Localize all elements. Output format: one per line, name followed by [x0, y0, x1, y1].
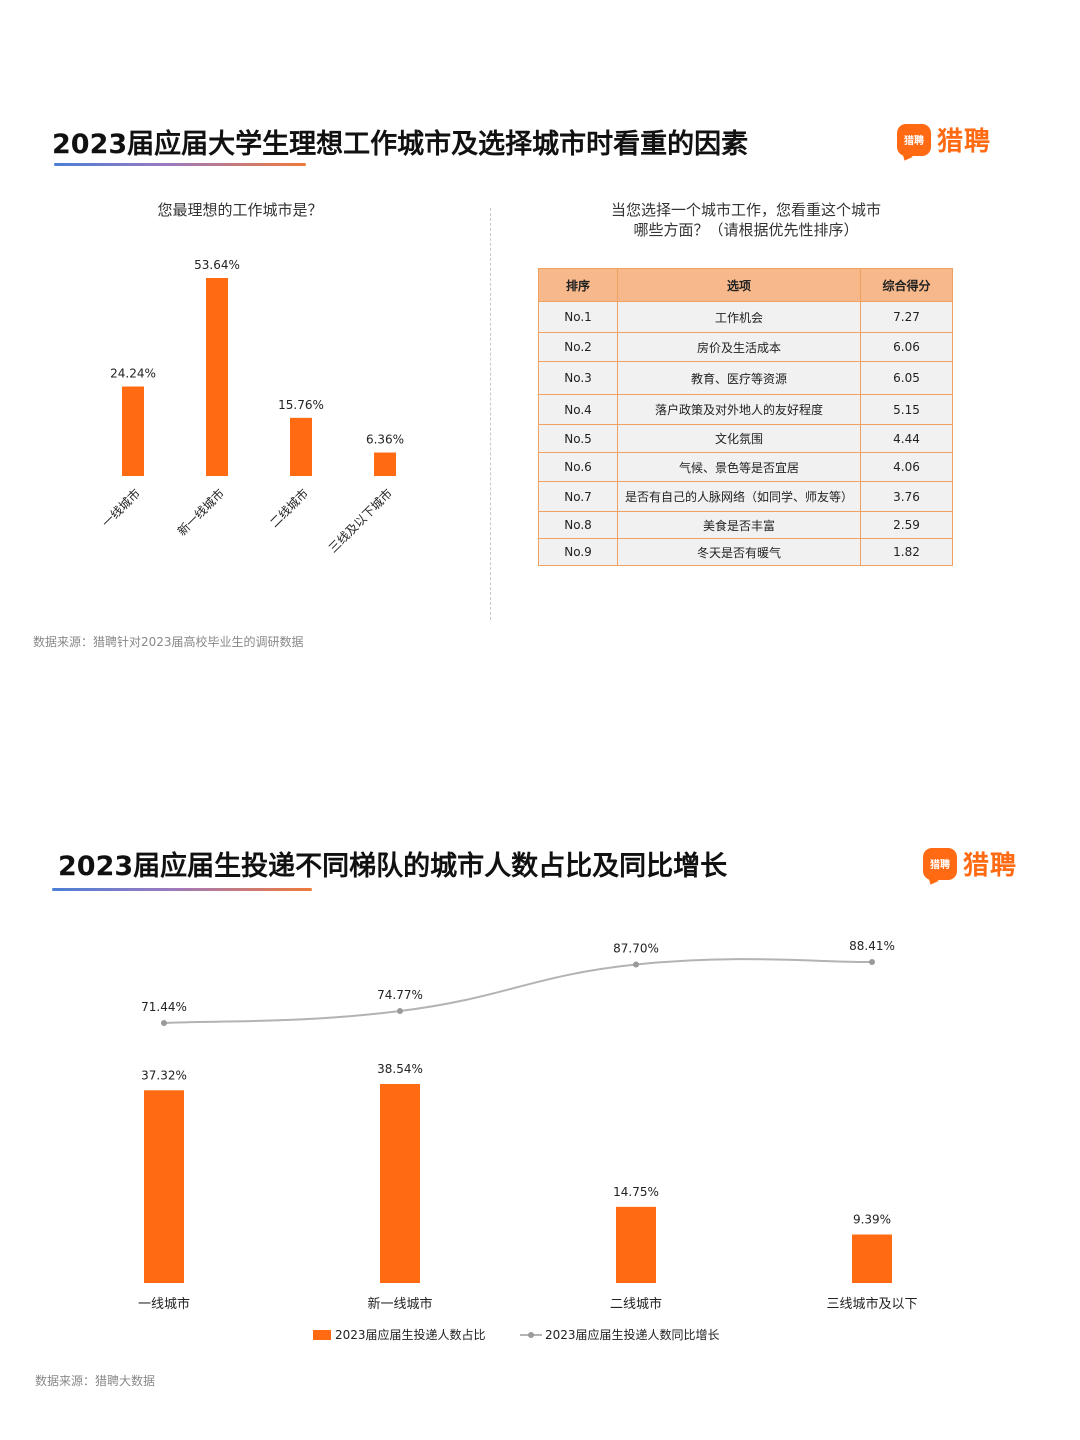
- liepin-logo-text: 猎聘: [963, 851, 1018, 881]
- ranking-table-row: No.5 文化氛围 4.44: [538, 424, 953, 453]
- section2-data-source: 数据来源：猎聘大数据: [35, 1374, 156, 1388]
- growth-point: [397, 1008, 403, 1015]
- ranking-cell-option: 文化氛围: [617, 424, 861, 453]
- ranking-cell-option: 落户政策及对外地人的友好程度: [617, 394, 861, 425]
- bar-apply-share: [852, 1234, 892, 1283]
- ranking-cell-score: 4.44: [860, 424, 953, 453]
- bar-value-label: 53.64%: [194, 258, 240, 272]
- section2-title: 2023届应届生投递不同梯队的城市人数占比及同比增长: [58, 851, 728, 882]
- growth-point: [633, 961, 639, 968]
- ranking-cell-score: 7.27: [860, 301, 953, 333]
- x-tick-label: 一线城市: [138, 1296, 190, 1312]
- section2-logo: 猎聘 猎聘: [923, 845, 1017, 882]
- ranking-table-title-line1: 当您选择一个城市工作，您看重这个城市: [610, 201, 881, 219]
- x-tick-label: 二线城市: [267, 486, 312, 531]
- bar-value-label: 9.39%: [853, 1213, 891, 1227]
- liepin-logo-icon: 猎聘: [923, 847, 957, 880]
- ideal-city-chart-title: 您最理想的工作城市是？: [157, 201, 323, 219]
- ranking-table-row: No.8 美食是否丰富 2.59: [538, 511, 953, 539]
- ranking-table-row: No.1 工作机会 7.27: [538, 301, 953, 333]
- ranking-cell-rank: No.1: [538, 301, 618, 333]
- ranking-cell-rank: No.5: [538, 424, 618, 453]
- bar-ideal-city: [290, 417, 312, 476]
- line-value-label: 71.44%: [141, 1000, 187, 1014]
- bar-ideal-city: [122, 386, 144, 476]
- section2-title-underline: [52, 888, 312, 891]
- ranking-cell-score: 5.15: [860, 394, 953, 425]
- ranking-table-row: No.2 房价及生活成本 6.06: [538, 332, 953, 362]
- section1-title-underline: [54, 163, 306, 166]
- ranking-cell-option: 是否有自己的人脉网络（如同学、师友等）: [617, 481, 861, 512]
- x-tick-label: 三线城市及以下: [826, 1296, 917, 1312]
- bar-apply-share: [144, 1090, 184, 1283]
- bar-value-label: 6.36%: [366, 433, 404, 447]
- ranking-cell-score: 6.05: [860, 361, 953, 395]
- ranking-table-title-line2: 哪些方面？（请根据优先性排序）: [633, 221, 859, 239]
- tier-city-combo-chart: 37.32% 一线城市 38.54% 新一线城市 14.75% 二线城市 9.39% 三线城市…: [138, 939, 918, 1342]
- ranking-cell-option: 美食是否丰富: [617, 511, 861, 539]
- ideal-city-bar-chart: 24.24% 一线城市 53.64% 新一线城市 15.76% 二线城市 6.36% 三线及以…: [99, 258, 404, 556]
- ranking-cell-option: 教育、医疗等资源: [617, 361, 861, 395]
- line-value-label: 88.41%: [849, 939, 895, 953]
- ranking-table-row: No.6 气候、景色等是否宜居 4.06: [538, 452, 953, 482]
- x-tick-label: 一线城市: [99, 486, 144, 531]
- liepin-logo-text: 猎聘: [937, 127, 992, 157]
- legend-line-marker: [528, 1332, 534, 1338]
- header-score: 综合得分: [860, 268, 953, 302]
- bar-value-label: 14.75%: [613, 1185, 659, 1199]
- x-tick-label: 三线及以下城市: [325, 486, 395, 556]
- ranking-table-title: 当您选择一个城市工作，您看重这个城市 哪些方面？（请根据优先性排序）: [540, 200, 952, 240]
- legend-bar-label: 2023届应届生投递人数占比: [335, 1327, 486, 1342]
- bar-value-label: 24.24%: [110, 367, 156, 381]
- line-value-label: 87.70%: [613, 942, 659, 956]
- ranking-cell-score: 3.76: [860, 481, 953, 512]
- x-tick-label: 新一线城市: [174, 486, 227, 539]
- ranking-table-row: No.9 冬天是否有暖气 1.82: [538, 538, 953, 566]
- bar-value-label: 38.54%: [377, 1062, 423, 1076]
- ranking-cell-rank: No.6: [538, 452, 618, 482]
- legend-line-label: 2023届应届生投递人数同比增长: [545, 1327, 720, 1342]
- x-tick-label: 新一线城市: [367, 1296, 432, 1312]
- section1-data-source: 数据来源：猎聘针对2023届高校毕业生的调研数据: [33, 635, 304, 649]
- bar-value-label: 15.76%: [278, 398, 324, 412]
- ranking-table-header-row: 排序 选项 综合得分: [538, 268, 953, 302]
- bar-ideal-city: [374, 452, 396, 476]
- ranking-cell-rank: No.8: [538, 511, 618, 539]
- liepin-logo-icon: 猎聘: [897, 123, 931, 156]
- ranking-cell-option: 工作机会: [617, 301, 861, 333]
- header-option: 选项: [617, 268, 861, 302]
- growth-line: [163, 958, 873, 1024]
- ranking-table: 排序 选项 综合得分 No.1 工作机会 7.27 No.2 房价及生活成本 6.06 No…: [538, 268, 953, 566]
- section1-logo: 猎聘 猎聘: [897, 121, 991, 158]
- ranking-cell-rank: No.2: [538, 332, 618, 362]
- section1-vertical-divider: [490, 208, 491, 620]
- bar-apply-share: [380, 1084, 420, 1283]
- ranking-cell-rank: No.7: [538, 481, 618, 512]
- ranking-cell-rank: No.3: [538, 361, 618, 395]
- ranking-table-row: No.7 是否有自己的人脉网络（如同学、师友等） 3.76: [538, 481, 953, 512]
- ranking-cell-option: 气候、景色等是否宜居: [617, 452, 861, 482]
- header-rank: 排序: [538, 268, 618, 302]
- bar-apply-share: [616, 1206, 656, 1283]
- bar-ideal-city: [206, 278, 228, 476]
- legend-bar-swatch: [313, 1330, 331, 1340]
- ranking-cell-rank: No.4: [538, 394, 618, 425]
- ranking-table-row: No.3 教育、医疗等资源 6.05: [538, 361, 953, 395]
- ranking-cell-score: 6.06: [860, 332, 953, 362]
- ranking-table-row: No.4 落户政策及对外地人的友好程度 5.15: [538, 394, 953, 425]
- section1-title: 2023届应届大学生理想工作城市及选择城市时看重的因素: [52, 129, 749, 160]
- ranking-cell-option: 房价及生活成本: [617, 332, 861, 362]
- growth-point: [161, 1020, 167, 1026]
- x-tick-label: 二线城市: [610, 1296, 662, 1312]
- ranking-cell-rank: No.9: [538, 538, 618, 566]
- line-value-label: 74.77%: [377, 988, 423, 1002]
- ranking-cell-option: 冬天是否有暖气: [617, 538, 861, 566]
- bar-value-label: 37.32%: [141, 1068, 187, 1082]
- ranking-cell-score: 4.06: [860, 452, 953, 482]
- ranking-cell-score: 1.82: [860, 538, 953, 566]
- ranking-cell-score: 2.59: [860, 511, 953, 539]
- growth-point: [869, 959, 875, 965]
